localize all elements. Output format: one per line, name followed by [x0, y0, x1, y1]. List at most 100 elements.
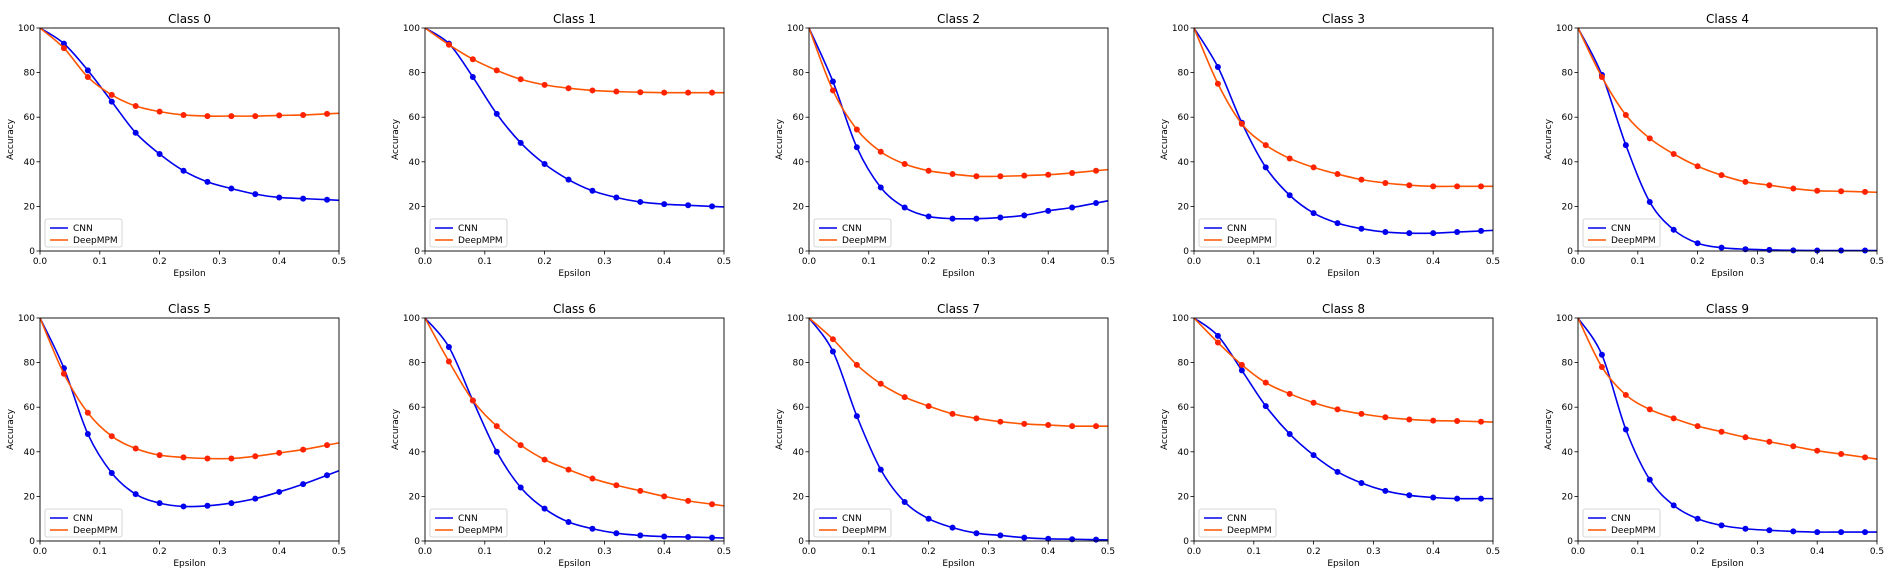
- deepmpm-data-point: [1814, 447, 1821, 454]
- deepmpm-data-point: [1694, 423, 1701, 430]
- deepmpm-data-point: [1214, 80, 1221, 87]
- legend-label: DeepMPM: [1227, 236, 1272, 246]
- deepmpm-series-line: [39, 317, 340, 460]
- x-tick-label: 0.0: [33, 547, 48, 557]
- plot-frame: [424, 27, 725, 252]
- deepmpm-data-point: [204, 455, 211, 462]
- deepmpm-data-point: [973, 415, 980, 422]
- cnn-data-point: [1382, 487, 1389, 494]
- y-tick-label: 0: [29, 537, 35, 547]
- deepmpm-data-point: [1045, 171, 1052, 178]
- x-tick-label: 0.0: [418, 257, 433, 267]
- deepmpm-data-point: [228, 113, 235, 120]
- y-tick-label: 80: [409, 69, 421, 79]
- cnn-data-point: [1358, 480, 1365, 487]
- deepmpm-data-point: [541, 456, 548, 463]
- y-tick-label: 80: [24, 359, 36, 369]
- deepmpm-data-point: [252, 113, 259, 120]
- deepmpm-data-point: [1093, 167, 1100, 174]
- x-tick-label: 0.1: [1631, 257, 1645, 267]
- deepmpm-series-line: [1577, 27, 1878, 194]
- deepmpm-data-point: [1694, 163, 1701, 170]
- cnn-data-point: [517, 484, 524, 491]
- cnn-data-point: [901, 498, 908, 505]
- deepmpm-data-point: [1093, 423, 1100, 430]
- legend: CNN DeepMPM: [44, 508, 123, 538]
- y-tick-label: 60: [409, 403, 421, 413]
- x-axis-label: Epsilon: [942, 559, 974, 569]
- cnn-data-point: [324, 472, 331, 479]
- deepmpm-data-point: [1718, 428, 1725, 435]
- cnn-data-point: [132, 491, 139, 498]
- deepmpm-data-point: [613, 88, 620, 95]
- deepmpm-data-point: [1622, 391, 1629, 398]
- legend-label: DeepMPM: [842, 526, 887, 536]
- deepmpm-data-point: [973, 173, 980, 180]
- legend-label: DeepMPM: [1611, 236, 1656, 246]
- cnn-data-point: [493, 110, 500, 117]
- y-tick-label: 20: [793, 492, 805, 502]
- legend-label: CNN: [1611, 514, 1631, 524]
- deepmpm-data-point: [324, 442, 331, 449]
- chart-panel: Class 3 0.0 0.1 0.2 0.3 0.4 0.5 0 20 40 60 80 100 Eps…: [1160, 12, 1500, 279]
- plot-frame: [1577, 27, 1878, 252]
- cnn-data-point: [228, 185, 235, 192]
- chart-title: Class 7: [937, 302, 980, 316]
- y-axis-label: Accuracy: [1160, 118, 1170, 160]
- legend-label: DeepMPM: [73, 236, 118, 246]
- deepmpm-data-point: [132, 103, 139, 110]
- x-tick-label: 0.2: [1306, 257, 1320, 267]
- deepmpm-data-point: [1334, 171, 1341, 178]
- deepmpm-data-point: [1670, 415, 1677, 422]
- deepmpm-data-point: [276, 449, 283, 456]
- deepmpm-data-point: [156, 452, 163, 459]
- deepmpm-data-point: [1310, 164, 1317, 171]
- x-tick-label: 0.1: [478, 257, 492, 267]
- y-tick-label: 0: [798, 537, 804, 547]
- deepmpm-data-point: [901, 394, 908, 401]
- x-tick-label: 0.2: [1306, 547, 1320, 557]
- y-tick-label: 0: [798, 247, 804, 257]
- x-tick-label: 0.4: [1810, 257, 1825, 267]
- y-tick-label: 40: [1178, 448, 1190, 458]
- x-tick-label: 0.5: [332, 257, 346, 267]
- deepmpm-series-line: [1577, 317, 1878, 460]
- x-tick-label: 0.3: [981, 547, 995, 557]
- deepmpm-data-point: [661, 493, 668, 500]
- deepmpm-data-point: [1814, 187, 1821, 194]
- y-tick-label: 60: [1178, 403, 1190, 413]
- deepmpm-data-point: [829, 336, 836, 343]
- x-tick-label: 0.4: [1810, 547, 1825, 557]
- deepmpm-data-point: [1262, 379, 1269, 386]
- x-axis-label: Epsilon: [173, 269, 205, 279]
- cnn-data-point: [1238, 367, 1245, 374]
- cnn-data-point: [204, 178, 211, 185]
- chart-panel: Class 1 0.0 0.1 0.2 0.3 0.4 0.5 0 20 40 60 80 100 Eps…: [391, 12, 731, 279]
- deepmpm-series-line: [808, 27, 1109, 178]
- cnn-data-point: [661, 533, 668, 540]
- cnn-data-point: [1670, 502, 1677, 509]
- y-tick-label: 60: [793, 403, 805, 413]
- cnn-series-line: [424, 27, 725, 208]
- cnn-data-point: [853, 413, 860, 420]
- deepmpm-data-point: [709, 501, 716, 508]
- y-tick-label: 100: [787, 24, 804, 34]
- deepmpm-data-point: [180, 454, 187, 461]
- cnn-data-point: [1045, 535, 1052, 542]
- deepmpm-data-point: [565, 466, 572, 473]
- y-tick-label: 0: [1567, 537, 1573, 547]
- deepmpm-data-point: [1742, 434, 1749, 441]
- cnn-series-line: [39, 27, 340, 202]
- x-tick-label: 0.5: [332, 547, 346, 557]
- legend-label: CNN: [73, 224, 93, 234]
- chart-panel: Class 8 0.0 0.1 0.2 0.3 0.4 0.5 0 20 40 60 80 100 Eps…: [1160, 302, 1500, 569]
- x-tick-label: 0.0: [1571, 547, 1586, 557]
- y-tick-label: 100: [18, 24, 35, 34]
- x-tick-label: 0.3: [1366, 547, 1380, 557]
- x-tick-label: 0.1: [1631, 547, 1645, 557]
- y-tick-label: 100: [403, 314, 420, 324]
- y-tick-label: 100: [1556, 314, 1573, 324]
- y-tick-label: 80: [793, 359, 805, 369]
- cnn-data-point: [1718, 522, 1725, 529]
- deepmpm-data-point: [517, 442, 524, 449]
